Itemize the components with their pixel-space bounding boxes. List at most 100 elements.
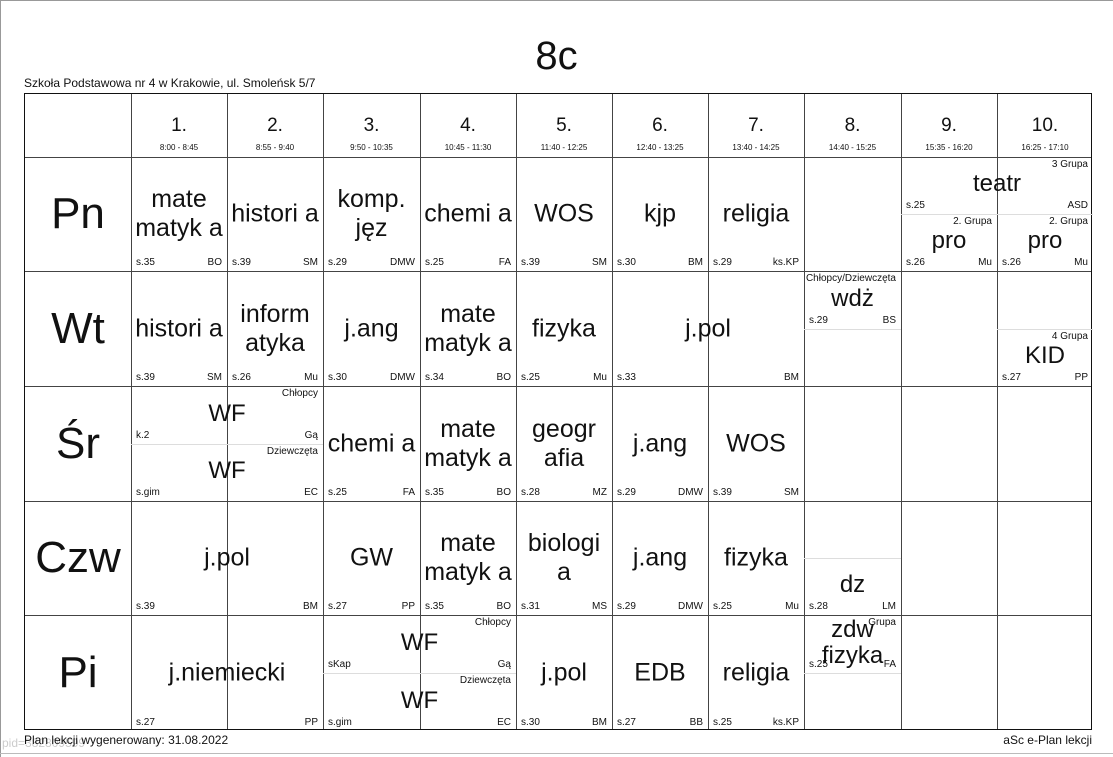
teacher-code: BO (496, 372, 511, 383)
lesson-cell: j.niemiecki s.27 PP (131, 615, 323, 731)
lesson-cell: GW s.27 PP (323, 501, 420, 615)
subject-name: WOS (726, 429, 786, 457)
period-number: 9. (941, 115, 957, 136)
subject-name: mate matyk a (424, 529, 512, 586)
column-line (708, 94, 709, 729)
room-number: s.28 (809, 601, 828, 612)
room-number: k.2 (136, 429, 150, 441)
lesson-cell: religia s.29 ks.KP (708, 157, 804, 271)
software-name: aSc e-Plan lekcji (1003, 733, 1092, 747)
subject-name: WF (400, 628, 439, 656)
split-divider (804, 328, 901, 330)
teacher-code: FA (402, 487, 415, 498)
school-name: Szkoła Podstawowa nr 4 w Krakowie, ul. S… (24, 76, 316, 90)
column-line (516, 94, 517, 729)
period-time: 12:40 - 13:25 (636, 143, 684, 152)
subject-name: j.pol (541, 658, 587, 687)
lesson-cell: kjp s.30 BM (612, 157, 708, 271)
frame-left (0, 0, 1, 757)
lesson-cell: WF s.gim EC Dziewczęta (131, 444, 323, 502)
room-number: s.25 (425, 257, 444, 268)
subject-name: chemi a (424, 199, 512, 228)
room-number: s.27 (328, 601, 347, 612)
column-line (612, 94, 613, 729)
lesson-cell: zdw fizyka s.25 FA Grupa (804, 615, 901, 673)
subject-name: j.ang (632, 429, 688, 457)
day-label: Wt (51, 303, 105, 353)
teacher-code: PP (304, 717, 318, 728)
period-number: 10. (1031, 115, 1059, 136)
split-divider (901, 214, 997, 215)
teacher-code: DMW (390, 372, 415, 383)
room-number: s.39 (232, 257, 251, 268)
lesson-cell: geogr afia s.28 MZ (516, 386, 612, 501)
lesson-cell: pro s.26 Mu 2. Grupa (997, 214, 1093, 271)
teacher-code: Gą (304, 429, 318, 441)
room-number: s.34 (425, 372, 444, 383)
group-label: Chłopcy (474, 617, 511, 628)
teacher-code: SM (207, 372, 222, 383)
teacher-code: BO (207, 257, 222, 268)
room-number: s.39 (521, 257, 540, 268)
lesson-cell: j.ang s.29 DMW (612, 386, 708, 501)
lesson-cell: mate matyk a s.35 BO (420, 386, 516, 501)
teacher-code: Mu (1074, 257, 1088, 268)
teacher-code: FA (883, 659, 896, 670)
room-number: s.39 (713, 487, 732, 498)
teacher-code: PP (401, 601, 415, 612)
lesson-cell: WOS s.39 SM (708, 386, 804, 501)
period-number: 8. (844, 115, 861, 136)
subject-name: j.pol (685, 314, 731, 342)
group-label: Grupa (868, 617, 896, 628)
room-number: s.28 (521, 487, 540, 498)
subject-name: j.ang (344, 314, 399, 342)
lesson-cell: mate matyk a s.34 BO (420, 271, 516, 386)
room-number: s.26 (232, 372, 251, 383)
lesson-cell: dz s.28 LM (804, 558, 901, 615)
subject-name: WF (208, 457, 246, 485)
period-number: 7. (748, 115, 764, 136)
lesson-cell: j.ang s.30 DMW (323, 271, 420, 386)
room-number: s.33 (617, 372, 636, 383)
room-number: s.35 (425, 487, 444, 498)
lesson-cell: chemi a s.25 FA (323, 386, 420, 501)
lesson-cell: WF s.gim EC Dziewczęta (323, 673, 516, 731)
teacher-code: BM (592, 717, 607, 728)
group-label: Chłopcy (281, 388, 318, 399)
teacher-code: BB (689, 717, 703, 728)
column-line (804, 94, 805, 729)
period-time: 8:55 - 9:40 (255, 143, 295, 152)
room-number: s.29 (713, 257, 732, 268)
subject-name: pro (931, 227, 967, 255)
lesson-cell: j.pol s.39 BM (131, 501, 323, 615)
room-number: s.26 (1002, 257, 1021, 268)
lesson-cell: WOS s.39 SM (516, 157, 612, 271)
teacher-code: MZ (592, 487, 607, 498)
group-label: 2. Grupa (1049, 216, 1088, 227)
class-title: 8c (535, 34, 578, 78)
subject-name: j.niemiecki (168, 658, 286, 687)
period-time: 8:00 - 8:45 (159, 143, 199, 152)
teacher-code: PP (1074, 372, 1088, 383)
teacher-code: SM (303, 257, 318, 268)
day-label: Czw (35, 533, 121, 582)
room-number: s.35 (136, 257, 155, 268)
teacher-code: LM (882, 601, 896, 612)
lesson-cell: inform atyka s.26 Mu (227, 271, 323, 386)
teacher-code: FA (498, 257, 511, 268)
room-number: s.25 (713, 717, 732, 728)
group-label: 3 Grupa (1051, 159, 1088, 170)
column-line (227, 94, 228, 729)
teacher-code: DMW (390, 257, 415, 268)
subject-name: GW (349, 543, 394, 572)
teacher-code: Mu (593, 372, 607, 383)
room-number: s.25 (906, 200, 925, 211)
subject-name: religia (722, 199, 790, 228)
teacher-code: Gą (497, 659, 511, 670)
subject-name: wdż (831, 284, 874, 312)
subject-name: zdw fizyka (821, 615, 884, 669)
lesson-cell: religia s.25 ks.KP (708, 615, 804, 731)
period-number: 4. (460, 115, 476, 136)
room-number: s.39 (136, 372, 155, 383)
subject-name: histori a (231, 199, 319, 228)
